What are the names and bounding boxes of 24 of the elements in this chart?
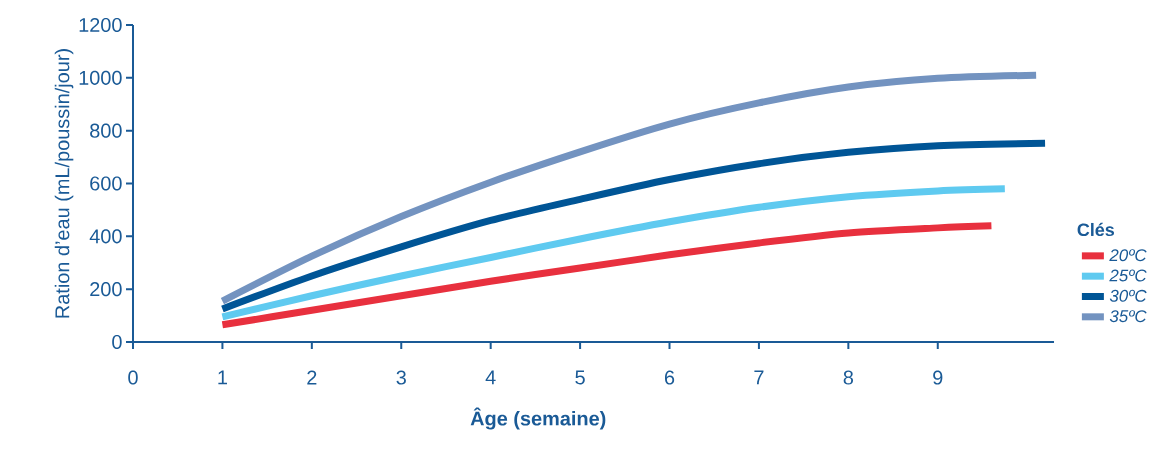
y-tick-label: 200	[90, 282, 122, 297]
x-tick-label: 3	[396, 370, 406, 385]
x-tick-label: 6	[664, 370, 675, 385]
y-tick-label: 400	[89, 229, 122, 244]
x-axis-title: Âge (semaine)	[470, 407, 606, 430]
legend-label: 30ºC	[1109, 289, 1147, 302]
x-tick-label: 2	[307, 370, 317, 385]
x-tick-label: 0	[128, 370, 138, 385]
x-tick-label: 9	[933, 370, 943, 385]
y-tick-label: 1000	[79, 70, 122, 85]
x-tick-label: 4	[485, 370, 496, 385]
legend-label: 35ºC	[1109, 310, 1147, 323]
legend-label: 25ºC	[1109, 269, 1147, 282]
x-tick-label: 7	[754, 370, 764, 385]
x-tick-label: 8	[843, 370, 854, 385]
y-tick-label: 800	[90, 123, 122, 138]
x-tick-label: 5	[575, 370, 585, 385]
y-tick-label: 600	[90, 176, 122, 191]
y-axis-title: Ration d’eau (mL/poussin/jour)	[54, 49, 74, 318]
y-tick-label: 0	[112, 334, 122, 350]
legend-label: 20ºC	[1109, 249, 1147, 262]
x-tick-label: 1	[218, 370, 227, 385]
legend-title: Clés	[1077, 222, 1115, 237]
y-tick-label: 1200	[79, 17, 122, 33]
